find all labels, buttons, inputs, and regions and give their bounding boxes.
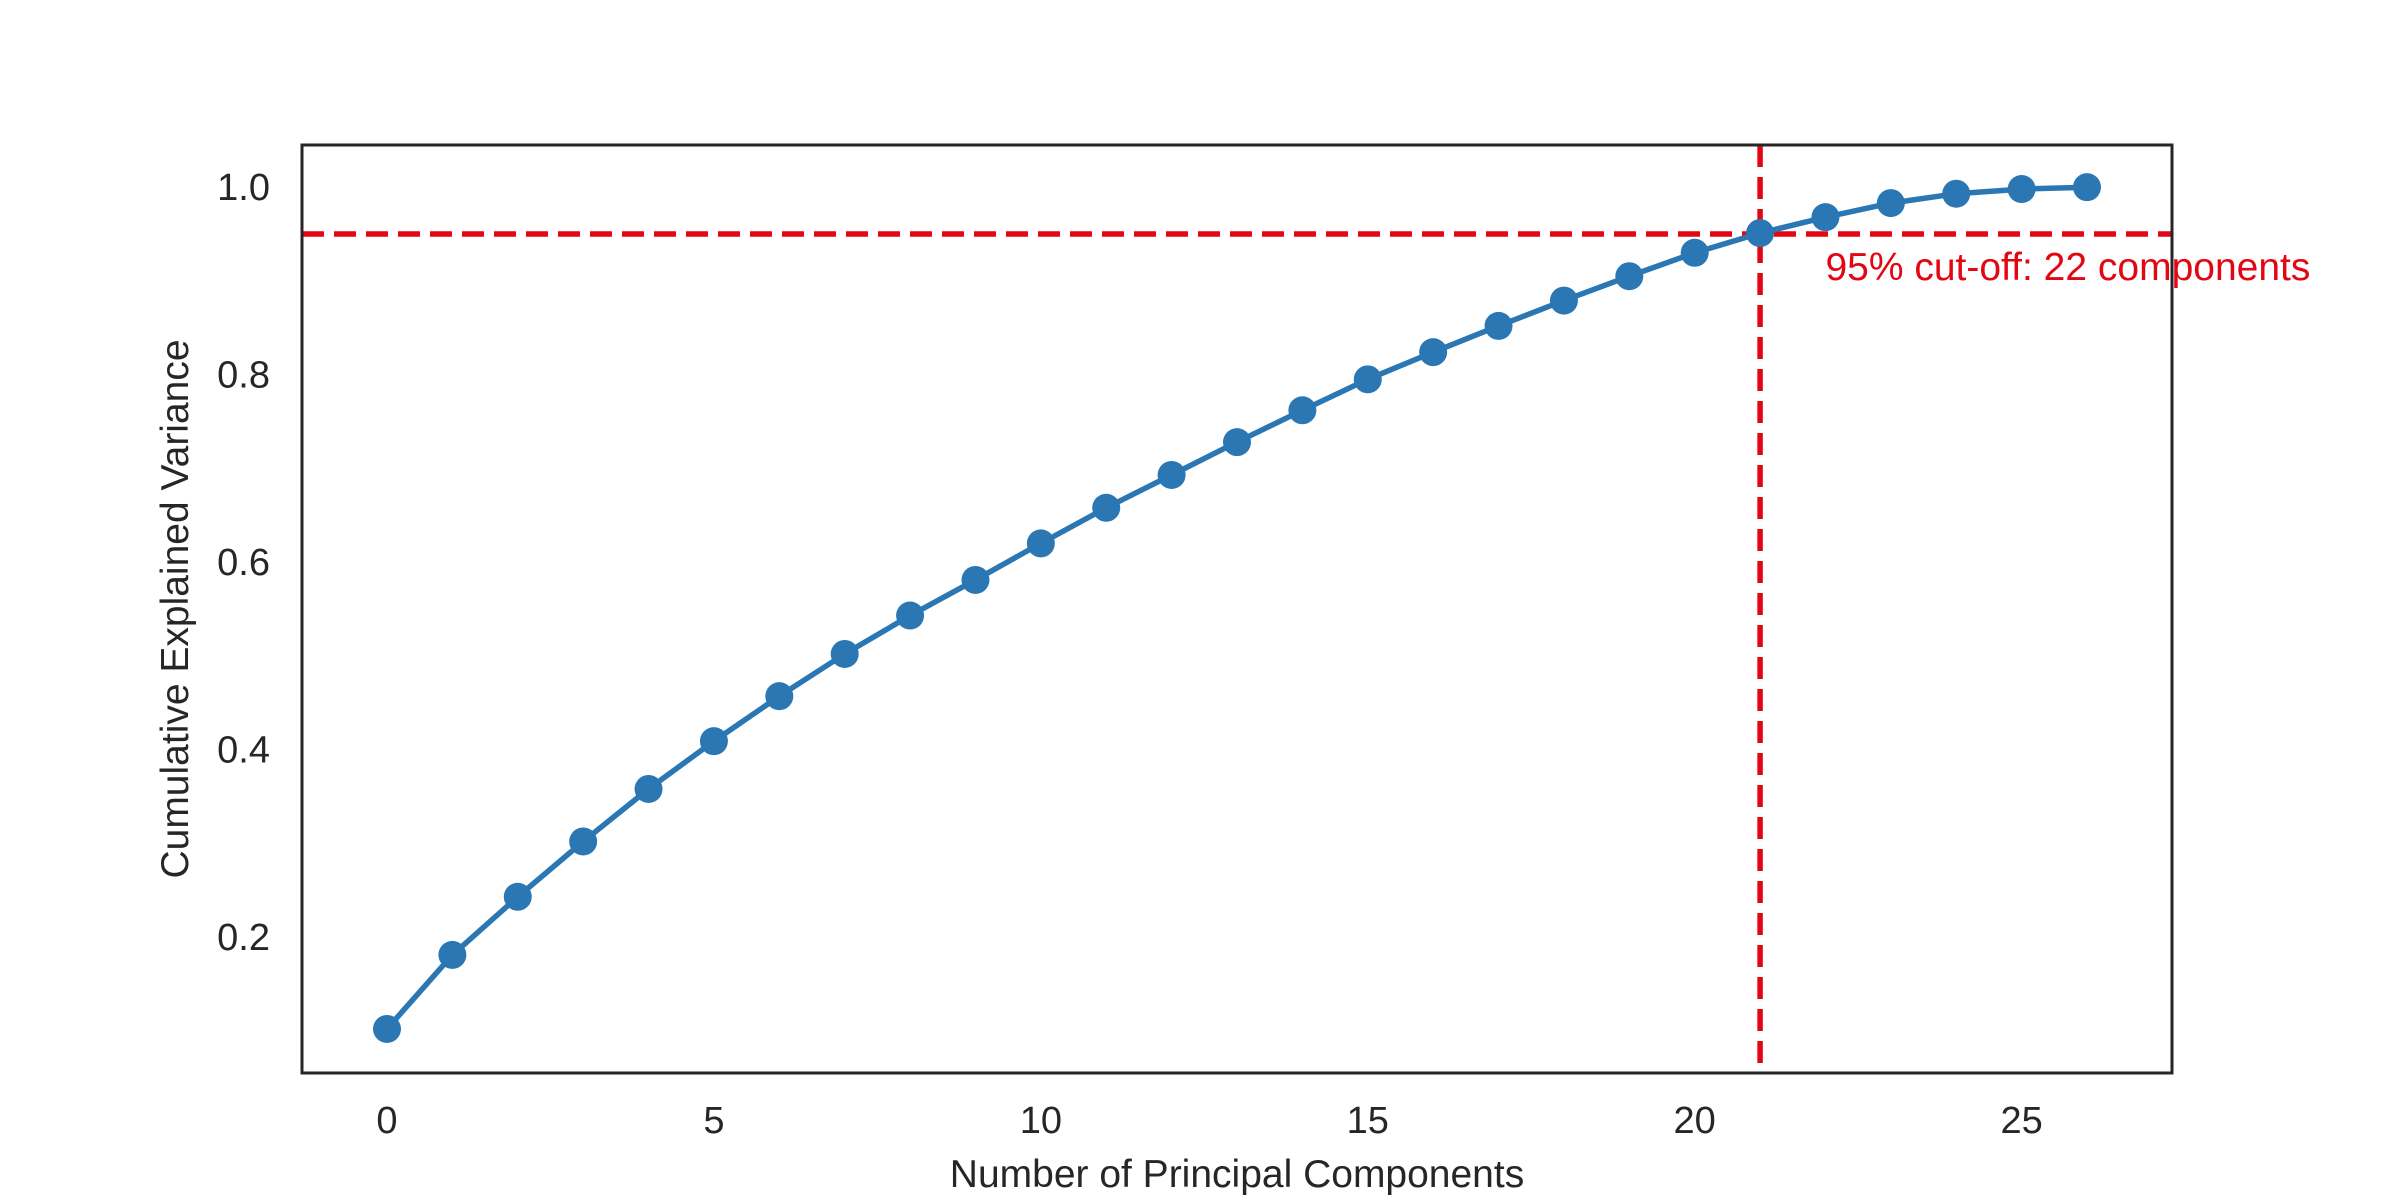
data-point [1419, 338, 1448, 367]
data-point [1615, 262, 1644, 291]
data-point [1026, 529, 1055, 558]
data-point [2073, 173, 2101, 202]
data-point [503, 882, 532, 911]
y-tick-label: 0.2 [217, 917, 270, 959]
data-point [1811, 203, 1840, 232]
x-tick-label: 25 [2000, 1100, 2042, 1142]
data-point [438, 940, 467, 969]
data-point [1288, 396, 1317, 425]
data-point [1484, 311, 1513, 340]
data-point [634, 774, 663, 803]
data-point [1746, 219, 1775, 248]
data-point [2007, 175, 2036, 204]
y-tick-label: 0.6 [217, 542, 270, 584]
x-tick-label: 5 [703, 1100, 724, 1142]
data-point [1157, 460, 1186, 489]
data-point [1876, 189, 1905, 218]
data-point [373, 1014, 401, 1043]
x-axis-title: Number of Principal Components [950, 1153, 1524, 1196]
y-tick-label: 1.0 [217, 167, 270, 209]
axes: 0 5 10 15 20 25 0.2 0.4 0.6 0.8 1.0 [217, 143, 2174, 1142]
y-tick-label: 0.8 [217, 355, 270, 397]
data-point [1092, 493, 1121, 522]
x-tick-label: 0 [376, 1100, 397, 1142]
x-tick-label: 15 [1347, 1100, 1389, 1142]
data-point [1223, 428, 1251, 457]
data-point [1942, 179, 1971, 208]
plot-area [302, 145, 2172, 1073]
axes-frame [300, 143, 2174, 1075]
x-tick-label: 20 [1674, 1100, 1716, 1142]
data-point [961, 565, 990, 594]
data-point [1549, 286, 1578, 315]
data-point [830, 639, 859, 668]
data-point [569, 827, 598, 856]
data-point [1353, 365, 1382, 394]
y-axis-title: Cumulative Explained Variance [154, 339, 197, 878]
data-point [699, 727, 728, 756]
y-tick-label: 0.4 [217, 730, 270, 772]
x-tick-label: 10 [1020, 1100, 1062, 1142]
data-point [765, 682, 794, 711]
cutoff-annotation: 95% cut-off: 22 components [1825, 246, 2310, 289]
data-point [896, 601, 925, 630]
data-point [1680, 238, 1709, 267]
